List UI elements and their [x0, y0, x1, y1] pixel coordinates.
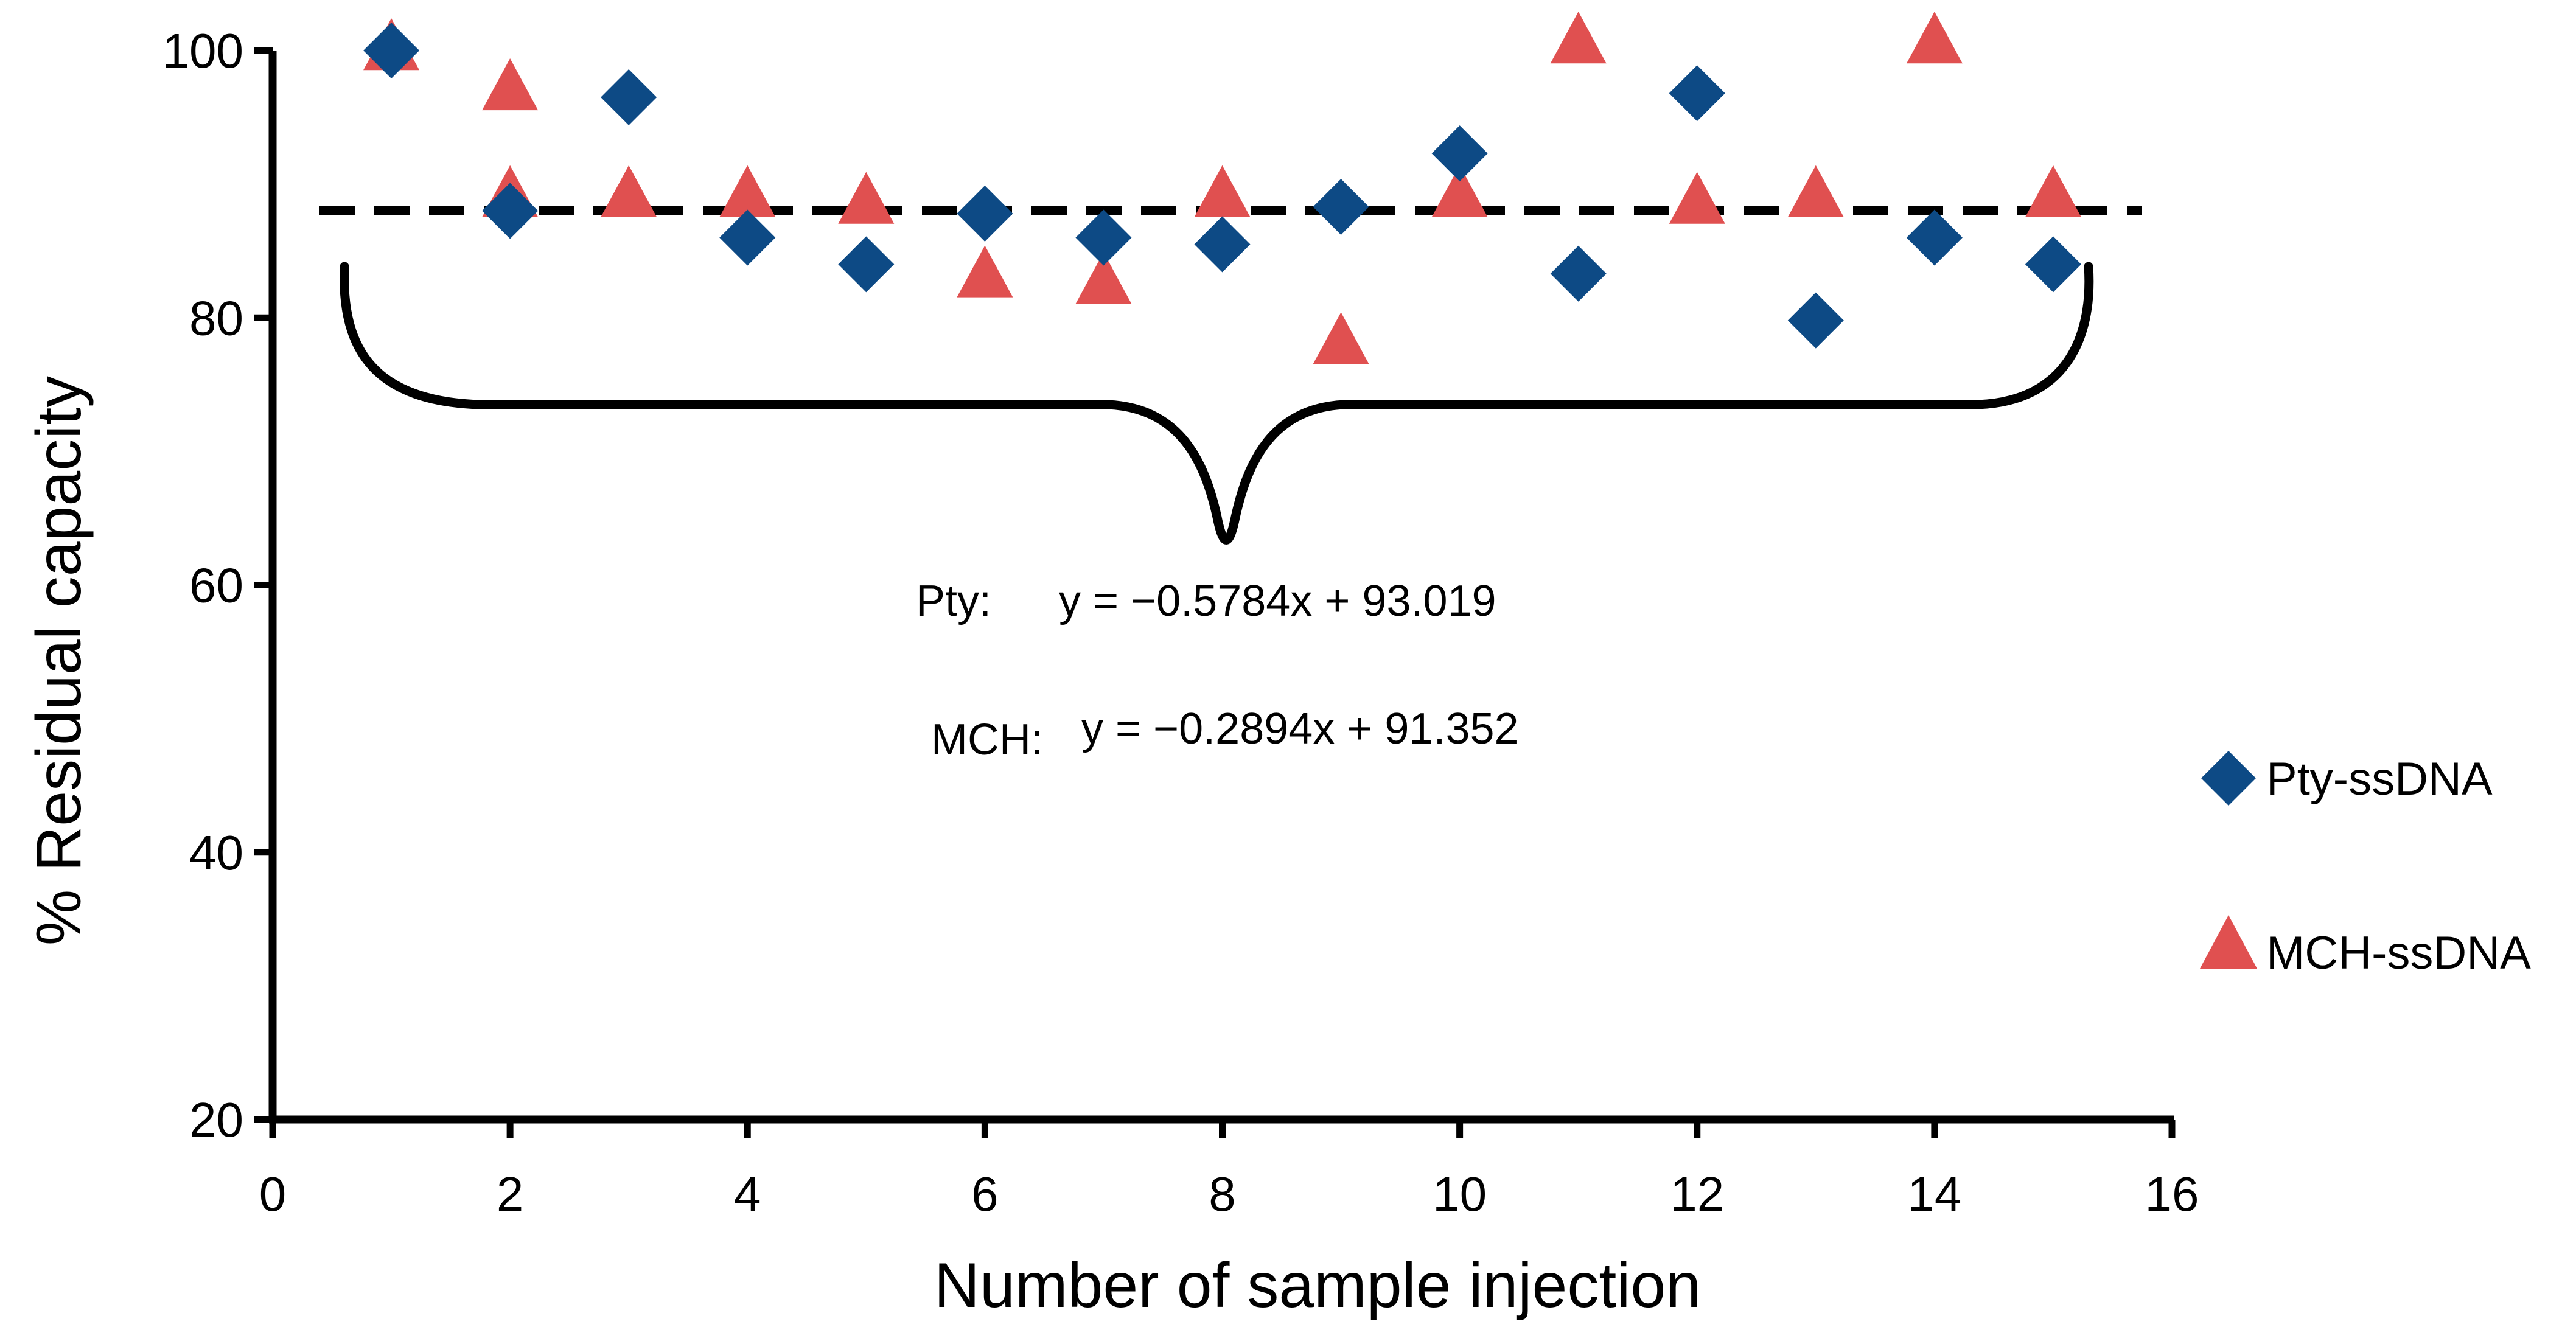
- x-tick-label: 2: [497, 1167, 524, 1221]
- mch-ssdna-point: [719, 165, 776, 217]
- pty-ssdna-point: [1431, 125, 1488, 182]
- mch-ssdna-point: [838, 172, 895, 224]
- x-tick-label: 12: [1670, 1167, 1724, 1221]
- mch-ssdna-point: [1194, 165, 1251, 217]
- y-tick-label: 20: [189, 1093, 243, 1147]
- pty-ssdna-point: [601, 69, 657, 125]
- data-points: [363, 12, 2081, 364]
- mch-ssdna-point: [2025, 165, 2081, 217]
- mch-ssdna-point: [1550, 12, 1607, 64]
- x-tick-label: 16: [2145, 1167, 2199, 1221]
- y-tick-label: 40: [189, 826, 243, 880]
- pty-ssdna-point: [1669, 65, 1725, 122]
- pty-ssdna-point: [1075, 209, 1132, 266]
- pty-ssdna-point: [1787, 292, 1844, 349]
- pty-ssdna-point: [957, 185, 1013, 242]
- x-tick-label: 8: [1209, 1167, 1236, 1221]
- y-tick-label: 80: [189, 291, 243, 345]
- mch-ssdna-point: [1906, 12, 1963, 64]
- x-tick-label: 10: [1433, 1167, 1487, 1221]
- mch-ssdna-point: [482, 58, 539, 111]
- x-tick-label: 14: [1907, 1167, 1961, 1221]
- pty-ssdna-point: [1194, 216, 1251, 273]
- grouping-brace: [340, 262, 2094, 545]
- pty-ssdna-point: [1313, 178, 1369, 235]
- mch-ssdna-point: [1313, 312, 1369, 364]
- mch-ssdna-point: [1431, 165, 1488, 217]
- legend-label-mch-ssdna: MCH-ssDNA: [2266, 927, 2531, 979]
- pty-ssdna-point: [363, 23, 420, 78]
- pty-ssdna-point: [2025, 236, 2081, 293]
- pty-ssdna-point: [482, 183, 539, 239]
- mch-ssdna-point: [1075, 252, 1132, 304]
- pty-ssdna-point: [1906, 209, 1963, 266]
- pty-equation-label: Pty:: [916, 577, 991, 625]
- pty-ssdna-point: [838, 236, 895, 293]
- x-tick-label: 6: [971, 1167, 999, 1221]
- mch-ssdna-point: [957, 245, 1013, 298]
- x-axis-title: Number of sample injection: [934, 1250, 1701, 1321]
- y-tick-label: 60: [189, 559, 243, 613]
- mch-ssdna-point: [1669, 172, 1725, 224]
- y-axis-title: % Residual capacity: [24, 376, 94, 946]
- legend-label-pty-ssdna: Pty-ssDNA: [2266, 753, 2493, 805]
- mch-equation: y = −0.2894x + 91.352: [1081, 705, 1519, 753]
- y-tick-label: 100: [162, 24, 243, 78]
- pty-ssdna-point: [1550, 245, 1607, 302]
- pty-ssdna-point: [719, 209, 776, 266]
- mch-ssdna-point: [601, 165, 657, 217]
- x-tick-label: 4: [734, 1167, 761, 1221]
- mch-ssdna-point: [1787, 165, 1844, 217]
- axes: 20 40 60 80 100 0 2 4 6 8 10 12 14 16: [162, 24, 2199, 1221]
- legend-marker-pty-ssdna: [2201, 751, 2256, 806]
- legend: Pty-ssDNA MCH-ssDNA: [2200, 751, 2531, 979]
- x-tick-label: 0: [259, 1167, 287, 1221]
- legend-marker-mch-ssdna: [2200, 915, 2257, 969]
- regression-annotations: Pty: y = −0.5784x + 93.019 MCH: y = −0.2…: [916, 577, 1519, 764]
- mch-equation-label: MCH:: [931, 716, 1043, 764]
- pty-equation: y = −0.5784x + 93.019: [1059, 577, 1496, 625]
